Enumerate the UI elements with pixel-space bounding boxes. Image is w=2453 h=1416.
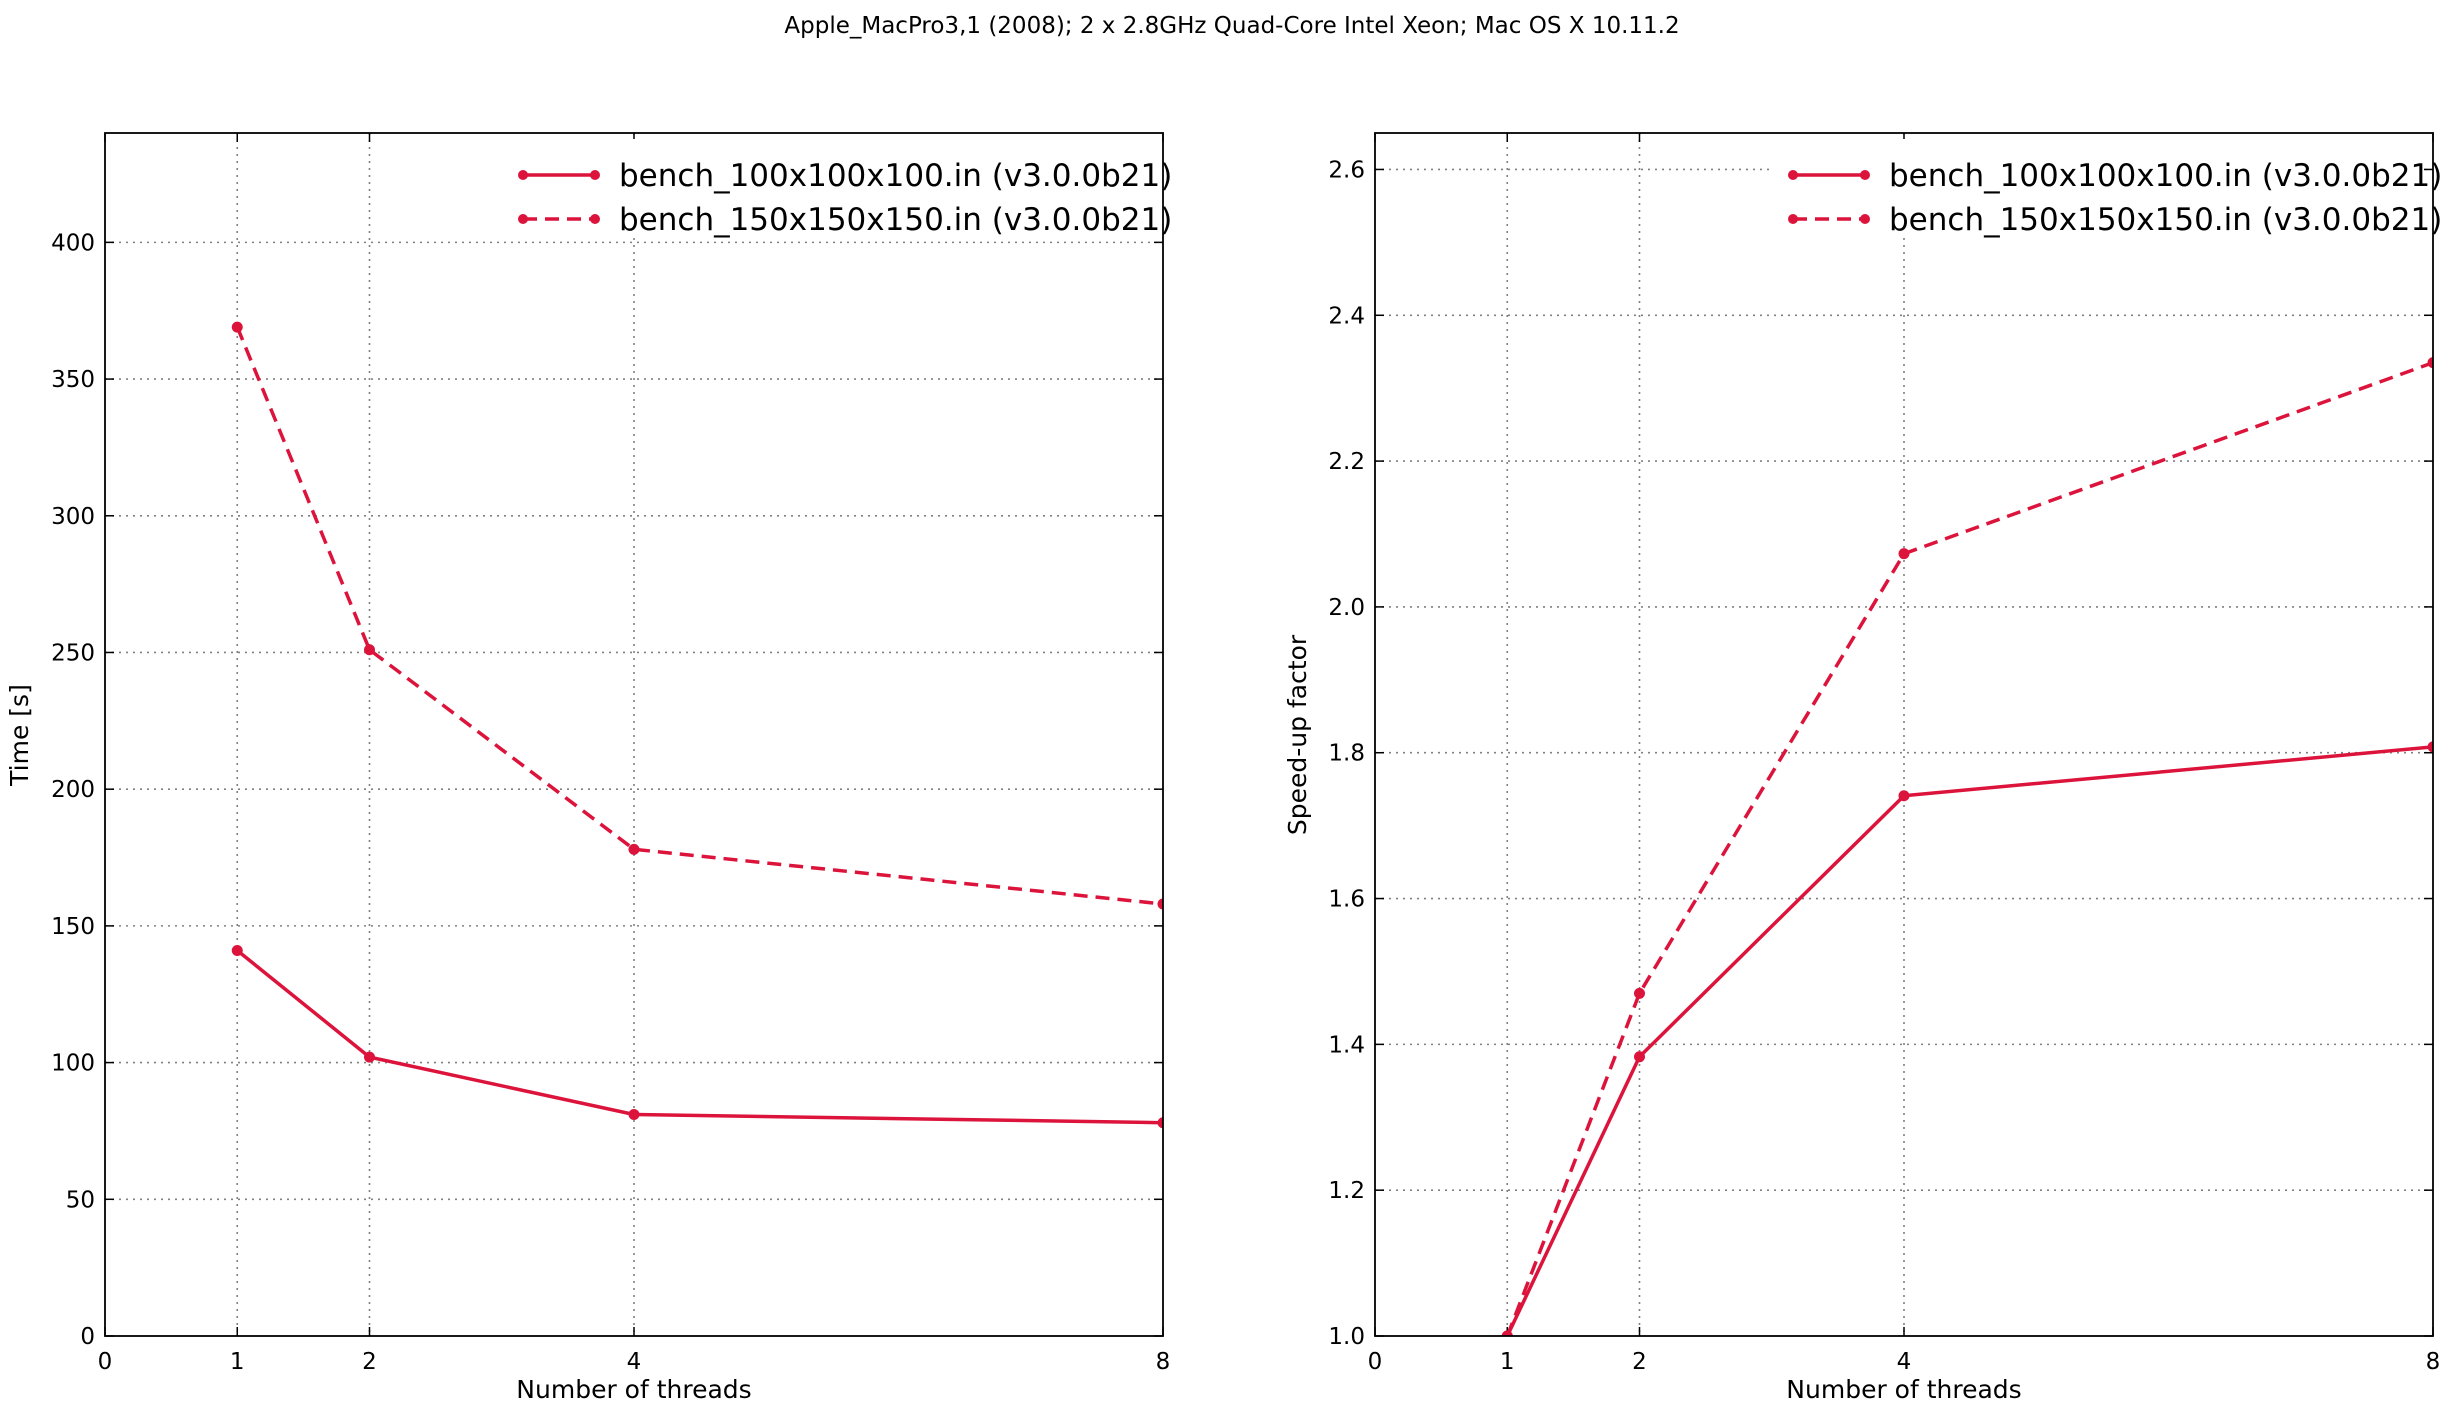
legend-label: bench_100x100x100.in (v3.0.0b21) — [1889, 158, 2442, 194]
data-point — [364, 1051, 375, 1063]
legend-marker — [1788, 214, 1798, 224]
x-tick-label: 8 — [1156, 1349, 1171, 1375]
y-tick-label: 150 — [51, 914, 95, 940]
data-point — [231, 944, 243, 956]
y-tick-label: 2.6 — [1328, 157, 1365, 183]
x-tick-label: 0 — [98, 1349, 113, 1375]
legend-box — [1773, 139, 2423, 235]
y-tick-label: 300 — [51, 504, 95, 530]
data-point — [2427, 741, 2433, 753]
y-tick-label: 0 — [80, 1324, 95, 1350]
data-point — [628, 843, 640, 855]
x-tick-label: 0 — [1368, 1349, 1383, 1375]
legend: bench_100x100x100.in (v3.0.0b21) bench_15… — [503, 139, 1172, 238]
time-chart: 0 1 2 4 8 0 50 100 150 200 250 300 350 400 Number of t… — [5, 132, 1172, 1404]
x-tick-label: 4 — [1897, 1349, 1912, 1375]
series-line-0 — [236, 949, 1163, 1125]
x-tick-label: 1 — [1500, 1349, 1515, 1375]
y-tick-label: 100 — [51, 1051, 95, 1077]
x-tick-label: 1 — [230, 1349, 245, 1375]
x-axis-label: Number of threads — [1786, 1375, 2021, 1404]
data-point — [1157, 1117, 1163, 1129]
data-point — [628, 1109, 640, 1121]
legend-marker — [1860, 214, 1870, 224]
grid — [105, 133, 1163, 1336]
legend-marker — [518, 214, 528, 224]
data-point — [364, 644, 375, 656]
series-group — [231, 321, 1163, 1129]
data-point — [1501, 1330, 1513, 1336]
x-axis-label: Number of threads — [516, 1375, 751, 1404]
legend-marker — [1788, 170, 1798, 180]
x-tick-label: 2 — [362, 1349, 377, 1375]
y-tick-label: 1.6 — [1328, 887, 1365, 913]
series-line-0 — [1505, 745, 2433, 1336]
legend-label: bench_100x100x100.in (v3.0.0b21) — [619, 158, 1172, 194]
y-tick-label: 2.4 — [1328, 303, 1365, 329]
data-point — [1157, 898, 1163, 910]
legend-marker — [518, 170, 528, 180]
y-tick-label: 2.0 — [1328, 595, 1365, 621]
legend: bench_100x100x100.in (v3.0.0b21) bench_15… — [1773, 139, 2442, 238]
data-point — [231, 321, 243, 333]
y-tick-label: 1.4 — [1328, 1032, 1365, 1058]
y-tick-label: 1.8 — [1328, 741, 1365, 767]
plot-frame — [1374, 132, 2434, 1337]
x-tick-label: 4 — [627, 1349, 642, 1375]
y-axis-label: Time [s] — [5, 684, 34, 787]
data-point — [1898, 548, 1910, 560]
x-tick-label: 8 — [2426, 1349, 2441, 1375]
legend-label: bench_150x150x150.in (v3.0.0b21) — [619, 202, 1172, 238]
legend-box — [503, 139, 1153, 235]
y-axis-label: Speed-up factor — [1283, 634, 1312, 835]
y-tick-label: 50 — [66, 1187, 95, 1213]
data-point — [1634, 1051, 1645, 1063]
y-tick-label: 400 — [51, 230, 95, 256]
data-point — [2427, 357, 2433, 369]
series-group — [1501, 357, 2433, 1336]
y-tick-label: 1.0 — [1328, 1324, 1365, 1350]
legend-label: bench_150x150x150.in (v3.0.0b21) — [1889, 202, 2442, 238]
series-line-1 — [235, 326, 1163, 906]
plot-frame — [104, 132, 1164, 1337]
series-line-1 — [1505, 361, 2433, 1336]
x-tick-label: 2 — [1632, 1349, 1647, 1375]
legend-marker — [590, 170, 600, 180]
legend-marker — [1860, 170, 1870, 180]
data-point — [1634, 987, 1645, 999]
y-tick-label: 200 — [51, 777, 95, 803]
y-tick-label: 1.2 — [1328, 1178, 1365, 1204]
legend-marker — [590, 214, 600, 224]
y-tick-label: 350 — [51, 367, 95, 393]
data-point — [1898, 790, 1910, 802]
y-tick-label: 250 — [51, 640, 95, 666]
figure-suptitle: Apple_MacPro3,1 (2008); 2 x 2.8GHz Quad-… — [784, 13, 1679, 39]
y-tick-label: 2.2 — [1328, 449, 1365, 475]
grid — [1375, 133, 2433, 1336]
speedup-chart: 0 1 2 4 8 1.0 1.2 1.4 1.6 1.8 2.0 2.2 2.4 2.6 Number o… — [1283, 132, 2442, 1404]
